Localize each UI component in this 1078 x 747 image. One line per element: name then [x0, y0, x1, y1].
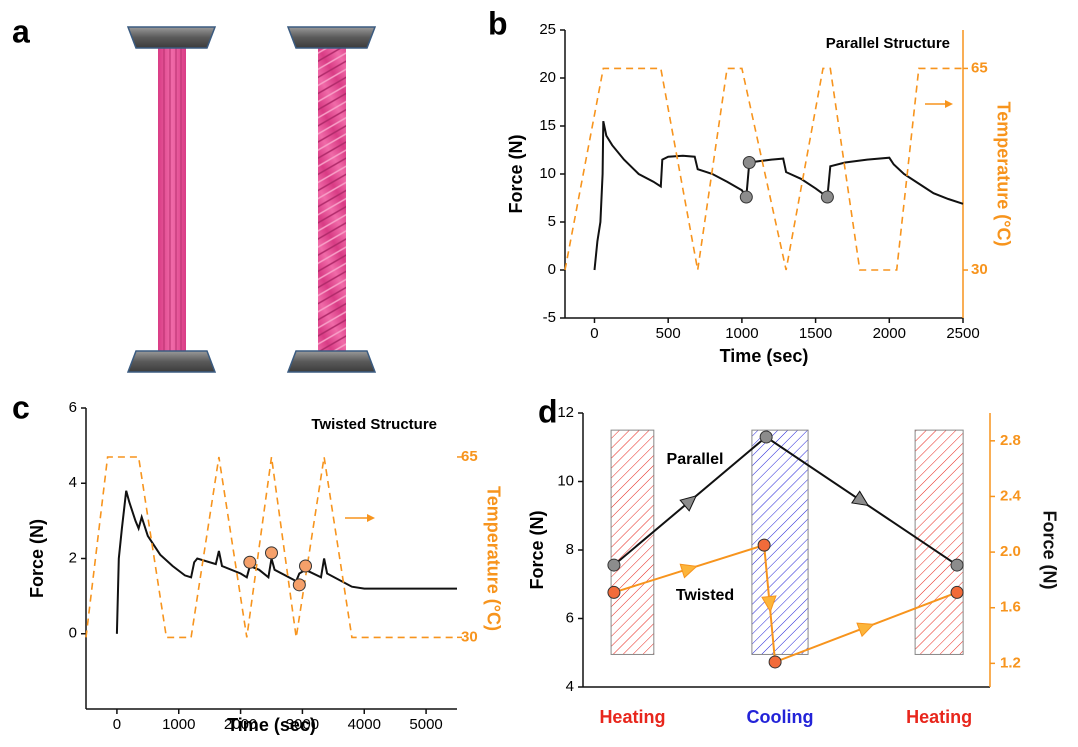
clamp: [286, 26, 377, 49]
data-point: [292, 578, 306, 592]
annotation: Parallel Structure: [826, 35, 950, 52]
data-point: [739, 190, 753, 204]
data-point: [243, 555, 257, 569]
y-tick-label: 4: [69, 474, 77, 491]
y-tick-label: 15: [539, 117, 556, 134]
series-line: [564, 67, 963, 271]
y2-tick-label: 1.6: [1000, 599, 1021, 616]
y-tick-label: 5: [548, 213, 556, 230]
chart: Heating Cooling Heating 4 6 8 10 12 1.2 1.6 2.0 2.4…: [527, 404, 1060, 727]
direction-arrow: [856, 622, 875, 638]
y2-tick-label: 2.0: [1000, 543, 1021, 560]
annotation: Twisted Structure: [311, 416, 437, 433]
x-tick-label: 3000: [286, 716, 319, 733]
data-point: [820, 190, 834, 204]
direction-arrow: [761, 595, 777, 613]
x-tick-label: 500: [656, 325, 681, 342]
y2-axis-label: Temperature (°C): [483, 486, 503, 631]
y2-tick-label: 30: [461, 628, 478, 645]
data-point: [742, 155, 756, 169]
x-tick-label: 5000: [409, 716, 442, 733]
panel-label: b: [488, 5, 508, 41]
temperature-arrow: [345, 100, 953, 522]
data-point: [759, 430, 773, 444]
region-label: Heating: [906, 707, 972, 727]
region: [610, 429, 655, 655]
y2-tick-label: 65: [461, 448, 478, 465]
y-tick-label: 0: [548, 261, 556, 278]
data-point: [299, 559, 313, 573]
fiber-illustration: [126, 26, 377, 373]
region-label: Cooling: [746, 707, 813, 727]
direction-arrow: [851, 490, 870, 507]
panel-label: d: [538, 393, 558, 429]
data-point: [607, 585, 621, 599]
y-tick-label: 6: [69, 399, 77, 416]
clamp: [126, 350, 217, 373]
x-tick-label: 1500: [799, 325, 832, 342]
y-tick-label: 2: [69, 549, 77, 566]
x-tick-label: 2000: [873, 325, 906, 342]
chart: 0 1000 2000 3000 4000 5000 0 2 4 6 65 30 Time (sec) F…: [27, 399, 504, 735]
data-point: [768, 655, 782, 669]
x-axis-label: Time (sec): [227, 715, 316, 735]
clamp: [126, 26, 217, 49]
y-tick-label: 0: [69, 625, 77, 642]
y-tick-label: 25: [539, 21, 556, 38]
y2-axis-label: Force (N): [1039, 510, 1059, 589]
fiber-stripes: [163, 48, 182, 351]
y-tick-label: 8: [566, 541, 574, 558]
y-tick-label: 10: [557, 472, 574, 489]
direction-arrow: [679, 563, 698, 579]
y-tick-label: 6: [566, 609, 574, 626]
y-tick-label: -5: [543, 309, 556, 326]
x-tick-label: 1000: [162, 716, 195, 733]
x-tick-label: 0: [590, 325, 598, 342]
data-point: [757, 538, 771, 552]
x-tick-label: 2500: [946, 325, 979, 342]
panel-label: a: [12, 13, 30, 49]
panel-label: c: [12, 389, 30, 425]
series-label: Twisted: [676, 587, 734, 604]
y-tick-label: 20: [539, 69, 556, 86]
y2-tick-label: 1.2: [1000, 654, 1021, 671]
series-line: [593, 120, 964, 271]
y2-tick-label: 2.4: [1000, 487, 1022, 504]
parallel-fiber: [158, 48, 186, 351]
y2-axis-label: Temperature (°C): [993, 102, 1013, 247]
y2-tick-label: 65: [971, 59, 988, 76]
series-label: Parallel: [667, 451, 724, 468]
y-tick-label: 10: [539, 165, 556, 182]
twisted-fiber: [318, 48, 346, 351]
y-tick-label: 4: [566, 678, 574, 695]
region-label: Heating: [599, 707, 665, 727]
data-point: [265, 546, 278, 560]
chart: 0 500 1000 1500 2000 2500 -5 0 5 10 15 20 25 65 30 Time…: [506, 21, 1014, 366]
data-point: [950, 585, 964, 599]
y-tick-label: 12: [557, 404, 574, 421]
y2-tick-label: 30: [971, 261, 988, 278]
x-axis-label: Time (sec): [720, 346, 809, 366]
series-line: [115, 490, 457, 634]
y2-tick-label: 2.8: [1000, 432, 1021, 449]
x-tick-label: 2000: [224, 716, 257, 733]
x-tick-label: 0: [113, 716, 121, 733]
data-point: [950, 558, 964, 572]
data-point: [607, 558, 621, 572]
y-axis-label: Force (N): [27, 519, 47, 598]
direction-arrow: [679, 495, 698, 512]
y-axis-label: Force (N): [527, 510, 547, 589]
y-axis-label: Force (N): [506, 134, 526, 213]
x-tick-label: 1000: [725, 325, 758, 342]
x-tick-label: 4000: [348, 716, 381, 733]
series-line: [85, 456, 457, 639]
clamp: [286, 350, 377, 373]
